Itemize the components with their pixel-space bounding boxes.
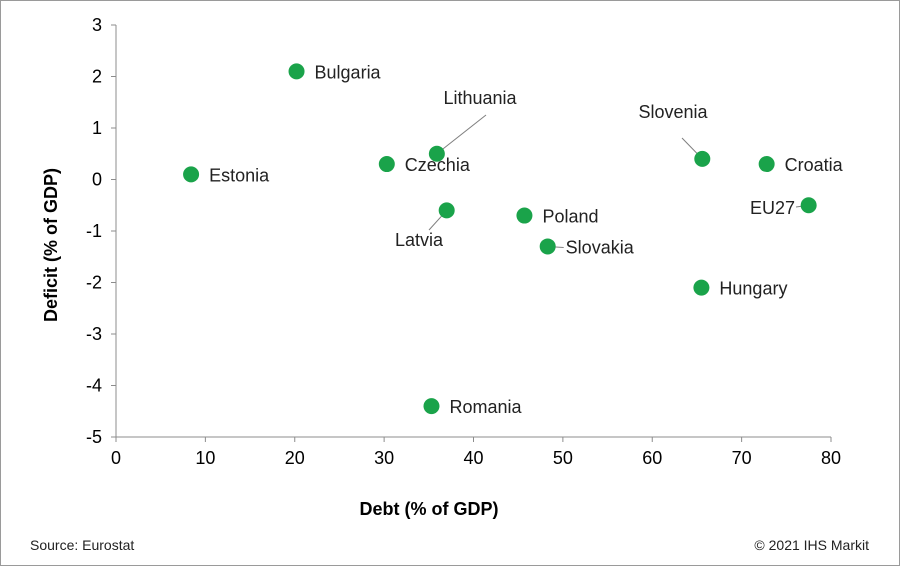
point-label-poland: Poland xyxy=(542,207,598,227)
point-label-lithuania: Lithuania xyxy=(443,88,517,108)
y-tick-label: -1 xyxy=(86,221,102,241)
x-tick-label: 50 xyxy=(553,448,573,468)
y-tick-label: -4 xyxy=(86,376,102,396)
point-slovenia xyxy=(694,150,711,167)
y-tick-label: -2 xyxy=(86,273,102,293)
point-czechia xyxy=(378,156,395,173)
y-tick-label: 1 xyxy=(92,118,102,138)
x-tick-label: 0 xyxy=(111,448,121,468)
y-tick-label: 2 xyxy=(92,67,102,87)
point-latvia xyxy=(438,202,455,219)
point-romania xyxy=(423,398,440,415)
point-label-romania: Romania xyxy=(449,397,522,417)
x-tick-label: 60 xyxy=(642,448,662,468)
point-label-slovakia: Slovakia xyxy=(566,237,635,257)
point-label-latvia: Latvia xyxy=(395,230,444,250)
x-tick-label: 10 xyxy=(195,448,215,468)
point-poland xyxy=(516,207,533,224)
point-label-bulgaria: Bulgaria xyxy=(315,62,382,82)
point-hungary xyxy=(693,279,710,296)
point-label-croatia: Croatia xyxy=(785,155,844,175)
point-estonia xyxy=(183,166,200,183)
point-croatia xyxy=(758,156,775,173)
point-label-eu27: EU27 xyxy=(750,198,795,218)
x-tick-label: 30 xyxy=(374,448,394,468)
source-note: Source: Eurostat xyxy=(30,537,135,553)
y-tick-label: -3 xyxy=(86,324,102,344)
y-tick-label: 3 xyxy=(92,15,102,35)
x-tick-label: 70 xyxy=(732,448,752,468)
y-tick-label: -5 xyxy=(86,427,102,447)
point-label-hungary: Hungary xyxy=(719,279,787,299)
x-tick-label: 80 xyxy=(821,448,841,468)
x-tick-label: 40 xyxy=(463,448,483,468)
point-label-czechia: Czechia xyxy=(405,155,471,175)
point-eu27 xyxy=(800,197,817,214)
x-axis-label: Debt (% of GDP) xyxy=(360,499,499,519)
point-label-estonia: Estonia xyxy=(209,165,270,185)
point-lithuania xyxy=(428,145,445,162)
point-bulgaria xyxy=(288,63,305,80)
point-label-slovenia: Slovenia xyxy=(638,102,708,122)
x-tick-label: 20 xyxy=(285,448,305,468)
copyright-note: © 2021 IHS Markit xyxy=(754,537,869,553)
leader-line-lithuania xyxy=(436,114,487,155)
point-slovakia xyxy=(539,238,556,255)
y-axis-label: Deficit (% of GDP) xyxy=(41,168,61,322)
y-tick-label: 0 xyxy=(92,170,102,190)
